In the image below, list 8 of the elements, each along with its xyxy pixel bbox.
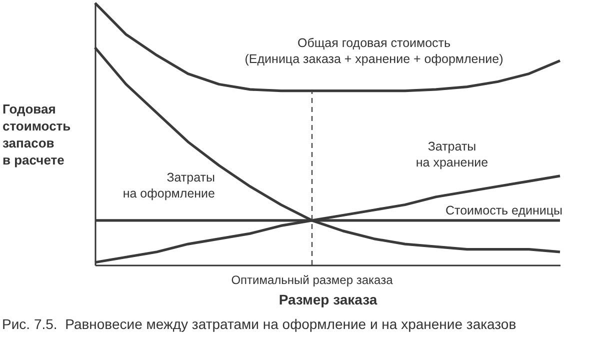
y-axis-title: Годовая стоимость запасов в расчете: [2, 102, 71, 168]
x-axis-title: Размер заказа: [278, 292, 378, 308]
text: Рис. 7.5. Равновесие между затратами на оформление и на хранение заказов: [2, 316, 516, 332]
series-label: Стоимость единицы: [445, 203, 563, 218]
series-label: Затраты на хранение: [416, 140, 488, 170]
series-label: Затраты на оформление: [122, 170, 216, 200]
text: Оптимальный размер заказа: [231, 273, 394, 287]
series-label: Общая годовая стоимость (Единица заказа + хранение + оформление): [244, 36, 504, 66]
